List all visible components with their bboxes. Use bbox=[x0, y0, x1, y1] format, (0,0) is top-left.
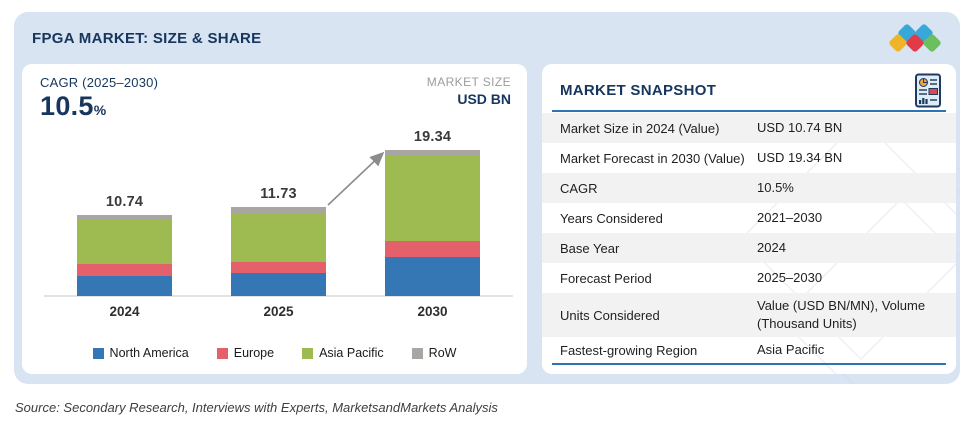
legend-item-row: RoW bbox=[411, 346, 457, 360]
banner: FPGA MARKET: SIZE & SHARE bbox=[14, 12, 960, 384]
table-row: Fastest-growing Region Asia Pacific bbox=[542, 337, 956, 363]
row-label: Forecast Period bbox=[560, 270, 652, 286]
row-value: USD 10.74 BN bbox=[757, 120, 843, 136]
panels-row: 10.74 2024 11.73 2025 19.34 2030 CAGR (2025–2… bbox=[14, 64, 960, 384]
legend-item-asia-pacific: Asia Pacific bbox=[302, 346, 384, 360]
stacked-bar-2024 bbox=[77, 214, 172, 296]
legend-swatch-europe-icon bbox=[216, 347, 228, 359]
table-row: Forecast Period 2025–2030 bbox=[542, 263, 956, 293]
header-rule bbox=[552, 110, 946, 112]
table-row: CAGR 10.5% bbox=[542, 173, 956, 203]
row-value: 2024 bbox=[757, 240, 786, 256]
bar-total-label-2025: 11.73 bbox=[260, 186, 297, 203]
banner-header: FPGA MARKET: SIZE & SHARE bbox=[14, 12, 960, 64]
x-axis-label-2030: 2030 bbox=[417, 304, 448, 319]
chart-legend: North America Europe Asia Pacific RoW bbox=[22, 346, 527, 360]
snapshot-table: Market Size in 2024 (Value) USD 10.74 BN… bbox=[542, 113, 956, 363]
bar-segment-europe bbox=[385, 240, 480, 257]
bar-segment-asia-pacific bbox=[77, 220, 172, 265]
legend-label: North America bbox=[109, 346, 189, 360]
bar-segment-north-america bbox=[385, 256, 480, 296]
row-label: Fastest-growing Region bbox=[560, 342, 698, 358]
row-label: Units Considered bbox=[560, 307, 660, 323]
cagr-number: 10.5 bbox=[40, 91, 94, 121]
bar-segment-europe bbox=[231, 262, 326, 274]
legend-label: Europe bbox=[233, 346, 275, 360]
table-row: Base Year 2024 bbox=[542, 233, 956, 263]
legend-swatch-row-icon bbox=[411, 347, 423, 359]
stacked-bar-2030 bbox=[385, 150, 480, 296]
bar-segment-row bbox=[77, 214, 172, 221]
report-document-icon bbox=[915, 73, 941, 108]
stacked-bar-2025 bbox=[231, 207, 326, 296]
row-label: CAGR bbox=[560, 180, 598, 196]
chart-card: 10.74 2024 11.73 2025 19.34 2030 CAGR (2025–2… bbox=[22, 64, 527, 374]
row-label: Market Forecast in 2030 (Value) bbox=[560, 150, 745, 166]
snapshot-card: MARKET SNAPSHOT bbox=[542, 64, 956, 374]
table-row: Units Considered Value (USD BN/MN), Volu… bbox=[542, 293, 956, 337]
bar-plot: 10.74 2024 11.73 2025 19.34 2030 bbox=[22, 64, 527, 374]
page-title: FPGA MARKET: SIZE & SHARE bbox=[32, 29, 262, 47]
cagr-percent-sign: % bbox=[93, 102, 107, 118]
legend-item-north-america: North America bbox=[92, 346, 189, 360]
market-size-unit: USD BN bbox=[457, 91, 511, 107]
x-axis-label-2025: 2025 bbox=[263, 304, 294, 319]
x-axis-label-2024: 2024 bbox=[109, 304, 140, 319]
legend-label: Asia Pacific bbox=[319, 346, 384, 360]
row-value: 10.5% bbox=[757, 180, 794, 196]
x-axis-line bbox=[44, 295, 513, 297]
bar-total-label-2030: 19.34 bbox=[413, 129, 452, 145]
marketsandmarkets-logo-icon bbox=[888, 23, 944, 57]
bar-segment-asia-pacific bbox=[385, 155, 480, 241]
bar-segment-asia-pacific bbox=[231, 212, 326, 263]
row-value: 2021–2030 bbox=[757, 210, 823, 226]
row-label: Years Considered bbox=[560, 210, 663, 226]
legend-swatch-asia-pacific-icon bbox=[302, 347, 314, 359]
snapshot-header: MARKET SNAPSHOT bbox=[542, 64, 956, 110]
snapshot-title: MARKET SNAPSHOT bbox=[560, 81, 717, 99]
market-size-label: MARKET SIZE bbox=[426, 75, 511, 89]
table-row: Years Considered 2021–2030 bbox=[542, 203, 956, 233]
cagr-value: 10.5% bbox=[40, 91, 158, 122]
row-label: Base Year bbox=[560, 240, 620, 256]
row-value: 2025–2030 bbox=[757, 270, 823, 286]
legend-label: RoW bbox=[428, 346, 457, 360]
cagr-label: CAGR (2025–2030) bbox=[40, 75, 159, 90]
market-size-block: MARKET SIZE USD BN bbox=[427, 75, 511, 107]
row-value: Asia Pacific bbox=[757, 342, 825, 358]
cagr-block: CAGR (2025–2030) 10.5% bbox=[40, 75, 158, 122]
table-row: Market Forecast in 2030 (Value) USD 19.3… bbox=[542, 143, 956, 173]
row-value: USD 19.34 BN bbox=[757, 150, 843, 166]
bar-segment-north-america bbox=[231, 273, 326, 296]
legend-item-europe: Europe bbox=[216, 346, 275, 360]
row-value: Value (USD BN/MN), Volume (Thousand Unit… bbox=[757, 298, 926, 331]
legend-swatch-north-america-icon bbox=[92, 347, 104, 359]
table-bottom-rule bbox=[552, 363, 946, 365]
bar-segment-europe bbox=[77, 264, 172, 276]
bar-segment-row bbox=[231, 207, 326, 213]
source-text: Source: Secondary Research, Interviews w… bbox=[15, 400, 498, 415]
bar-segment-north-america bbox=[77, 275, 172, 296]
table-row: Market Size in 2024 (Value) USD 10.74 BN bbox=[542, 113, 956, 143]
bar-total-label-2024: 10.74 bbox=[105, 193, 144, 210]
bar-segment-row bbox=[385, 150, 480, 156]
row-label: Market Size in 2024 (Value) bbox=[560, 120, 720, 136]
